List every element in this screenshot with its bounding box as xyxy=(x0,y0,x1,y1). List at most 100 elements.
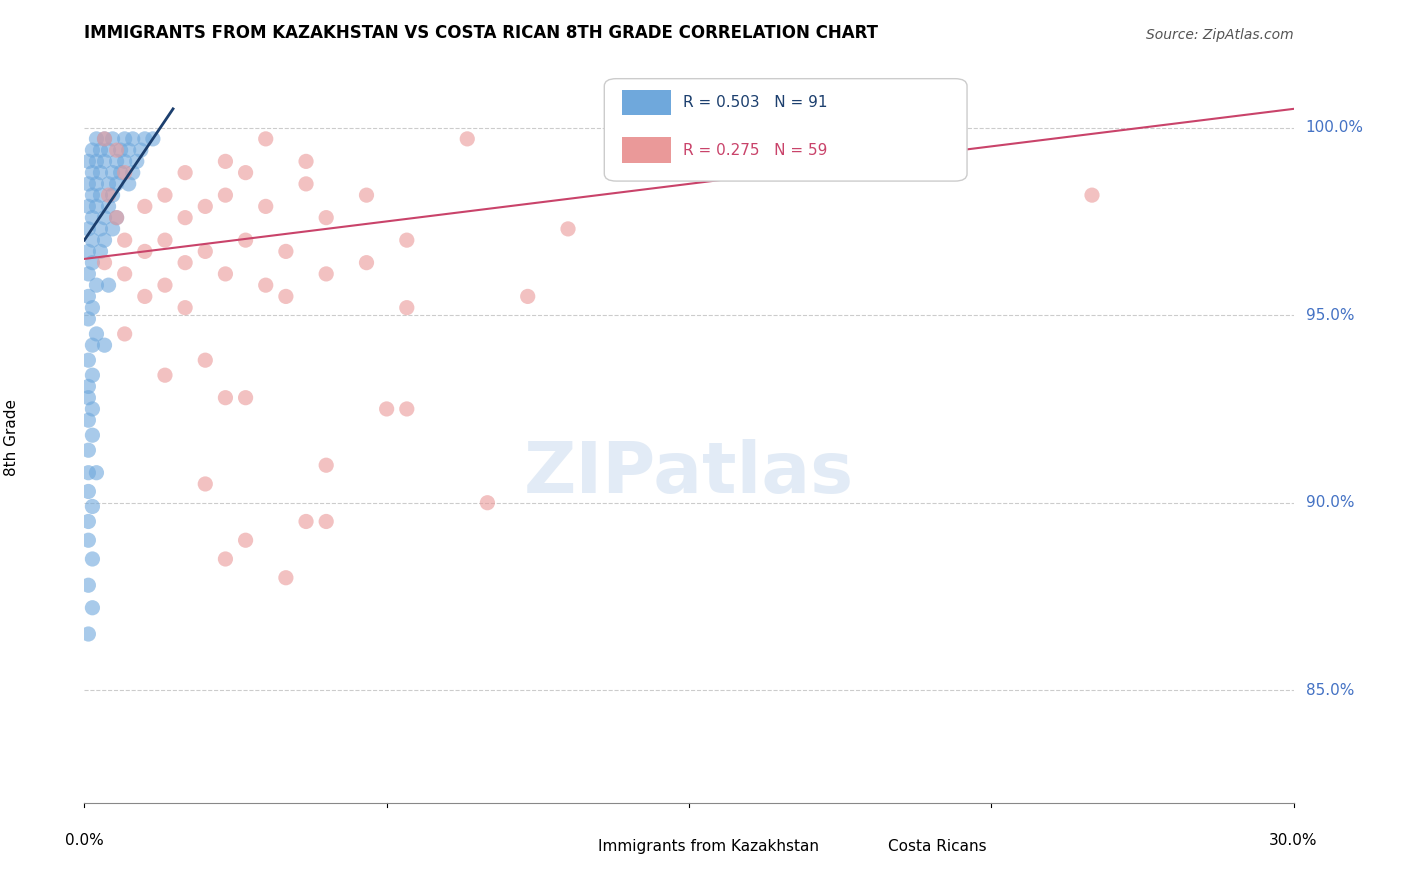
Point xyxy=(114,132,136,146)
Point xyxy=(395,401,418,416)
Point xyxy=(86,177,108,191)
Point xyxy=(477,496,499,510)
Point xyxy=(97,177,120,191)
Point xyxy=(101,166,124,180)
Point xyxy=(89,244,111,259)
Point xyxy=(86,154,108,169)
Point xyxy=(254,278,277,293)
Point xyxy=(194,353,217,368)
Point xyxy=(134,199,156,213)
Point xyxy=(93,132,115,146)
Point xyxy=(105,211,128,225)
Point xyxy=(82,301,104,315)
Point xyxy=(110,143,132,157)
Point xyxy=(516,289,538,303)
Point xyxy=(235,391,257,405)
Point xyxy=(97,199,120,213)
Text: 85.0%: 85.0% xyxy=(1306,682,1354,698)
Point xyxy=(86,326,108,341)
Point xyxy=(395,233,418,247)
Point xyxy=(77,312,100,326)
Point xyxy=(77,267,100,281)
Text: 95.0%: 95.0% xyxy=(1306,308,1354,323)
Point xyxy=(315,515,337,529)
Point xyxy=(82,166,104,180)
Point xyxy=(93,132,115,146)
Point xyxy=(121,166,143,180)
Point xyxy=(105,211,128,225)
Point xyxy=(295,154,318,169)
Point xyxy=(142,132,165,146)
Point xyxy=(315,267,337,281)
Point xyxy=(89,222,111,236)
Point xyxy=(118,143,141,157)
Point xyxy=(89,188,111,202)
Point xyxy=(295,515,318,529)
Point xyxy=(77,199,100,213)
Point xyxy=(153,188,176,202)
Point xyxy=(82,211,104,225)
Text: 8th Grade: 8th Grade xyxy=(4,399,20,475)
Point xyxy=(134,132,156,146)
Point xyxy=(77,533,100,548)
Point xyxy=(174,211,197,225)
Point xyxy=(356,255,378,269)
Point xyxy=(93,255,115,269)
Point xyxy=(214,188,236,202)
Point xyxy=(939,166,962,180)
Point xyxy=(97,188,120,202)
Point xyxy=(121,132,143,146)
Point xyxy=(105,154,128,169)
Point xyxy=(86,466,108,480)
Point xyxy=(82,368,104,383)
Point xyxy=(82,188,104,202)
Point xyxy=(77,289,100,303)
Point xyxy=(77,515,100,529)
Bar xyxy=(623,137,671,163)
Point xyxy=(153,278,176,293)
Point xyxy=(134,244,156,259)
Point xyxy=(101,132,124,146)
Point xyxy=(101,188,124,202)
Point xyxy=(77,379,100,393)
Point xyxy=(214,154,236,169)
Point xyxy=(86,199,108,213)
Point xyxy=(254,132,277,146)
Text: 90.0%: 90.0% xyxy=(1306,495,1354,510)
Point xyxy=(101,222,124,236)
Point xyxy=(356,188,378,202)
Text: IMMIGRANTS FROM KAZAKHSTAN VS COSTA RICAN 8TH GRADE CORRELATION CHART: IMMIGRANTS FROM KAZAKHSTAN VS COSTA RICA… xyxy=(84,24,879,42)
Point xyxy=(77,222,100,236)
Point xyxy=(77,578,100,592)
Point xyxy=(153,233,176,247)
Point xyxy=(93,338,115,352)
Point xyxy=(97,143,120,157)
Point xyxy=(82,255,104,269)
Point xyxy=(82,143,104,157)
Point xyxy=(214,552,236,566)
Point xyxy=(77,244,100,259)
Text: Source: ZipAtlas.com: Source: ZipAtlas.com xyxy=(1146,29,1294,42)
Point xyxy=(82,338,104,352)
Point xyxy=(129,143,152,157)
Point xyxy=(93,233,115,247)
Point xyxy=(315,211,337,225)
Point xyxy=(274,571,297,585)
Text: 0.0%: 0.0% xyxy=(65,833,104,847)
Point xyxy=(77,154,100,169)
Point xyxy=(557,222,579,236)
Text: 30.0%: 30.0% xyxy=(1270,833,1317,847)
Point xyxy=(82,600,104,615)
FancyBboxPatch shape xyxy=(605,78,967,181)
Point xyxy=(134,289,156,303)
Point xyxy=(235,233,257,247)
Text: Immigrants from Kazakhstan: Immigrants from Kazakhstan xyxy=(599,839,820,855)
Point xyxy=(174,301,197,315)
Text: ZIPatlas: ZIPatlas xyxy=(524,439,853,508)
Point xyxy=(235,166,257,180)
Point xyxy=(82,233,104,247)
Point xyxy=(1081,188,1104,202)
Point xyxy=(274,289,297,303)
Point xyxy=(82,401,104,416)
Point xyxy=(105,177,128,191)
